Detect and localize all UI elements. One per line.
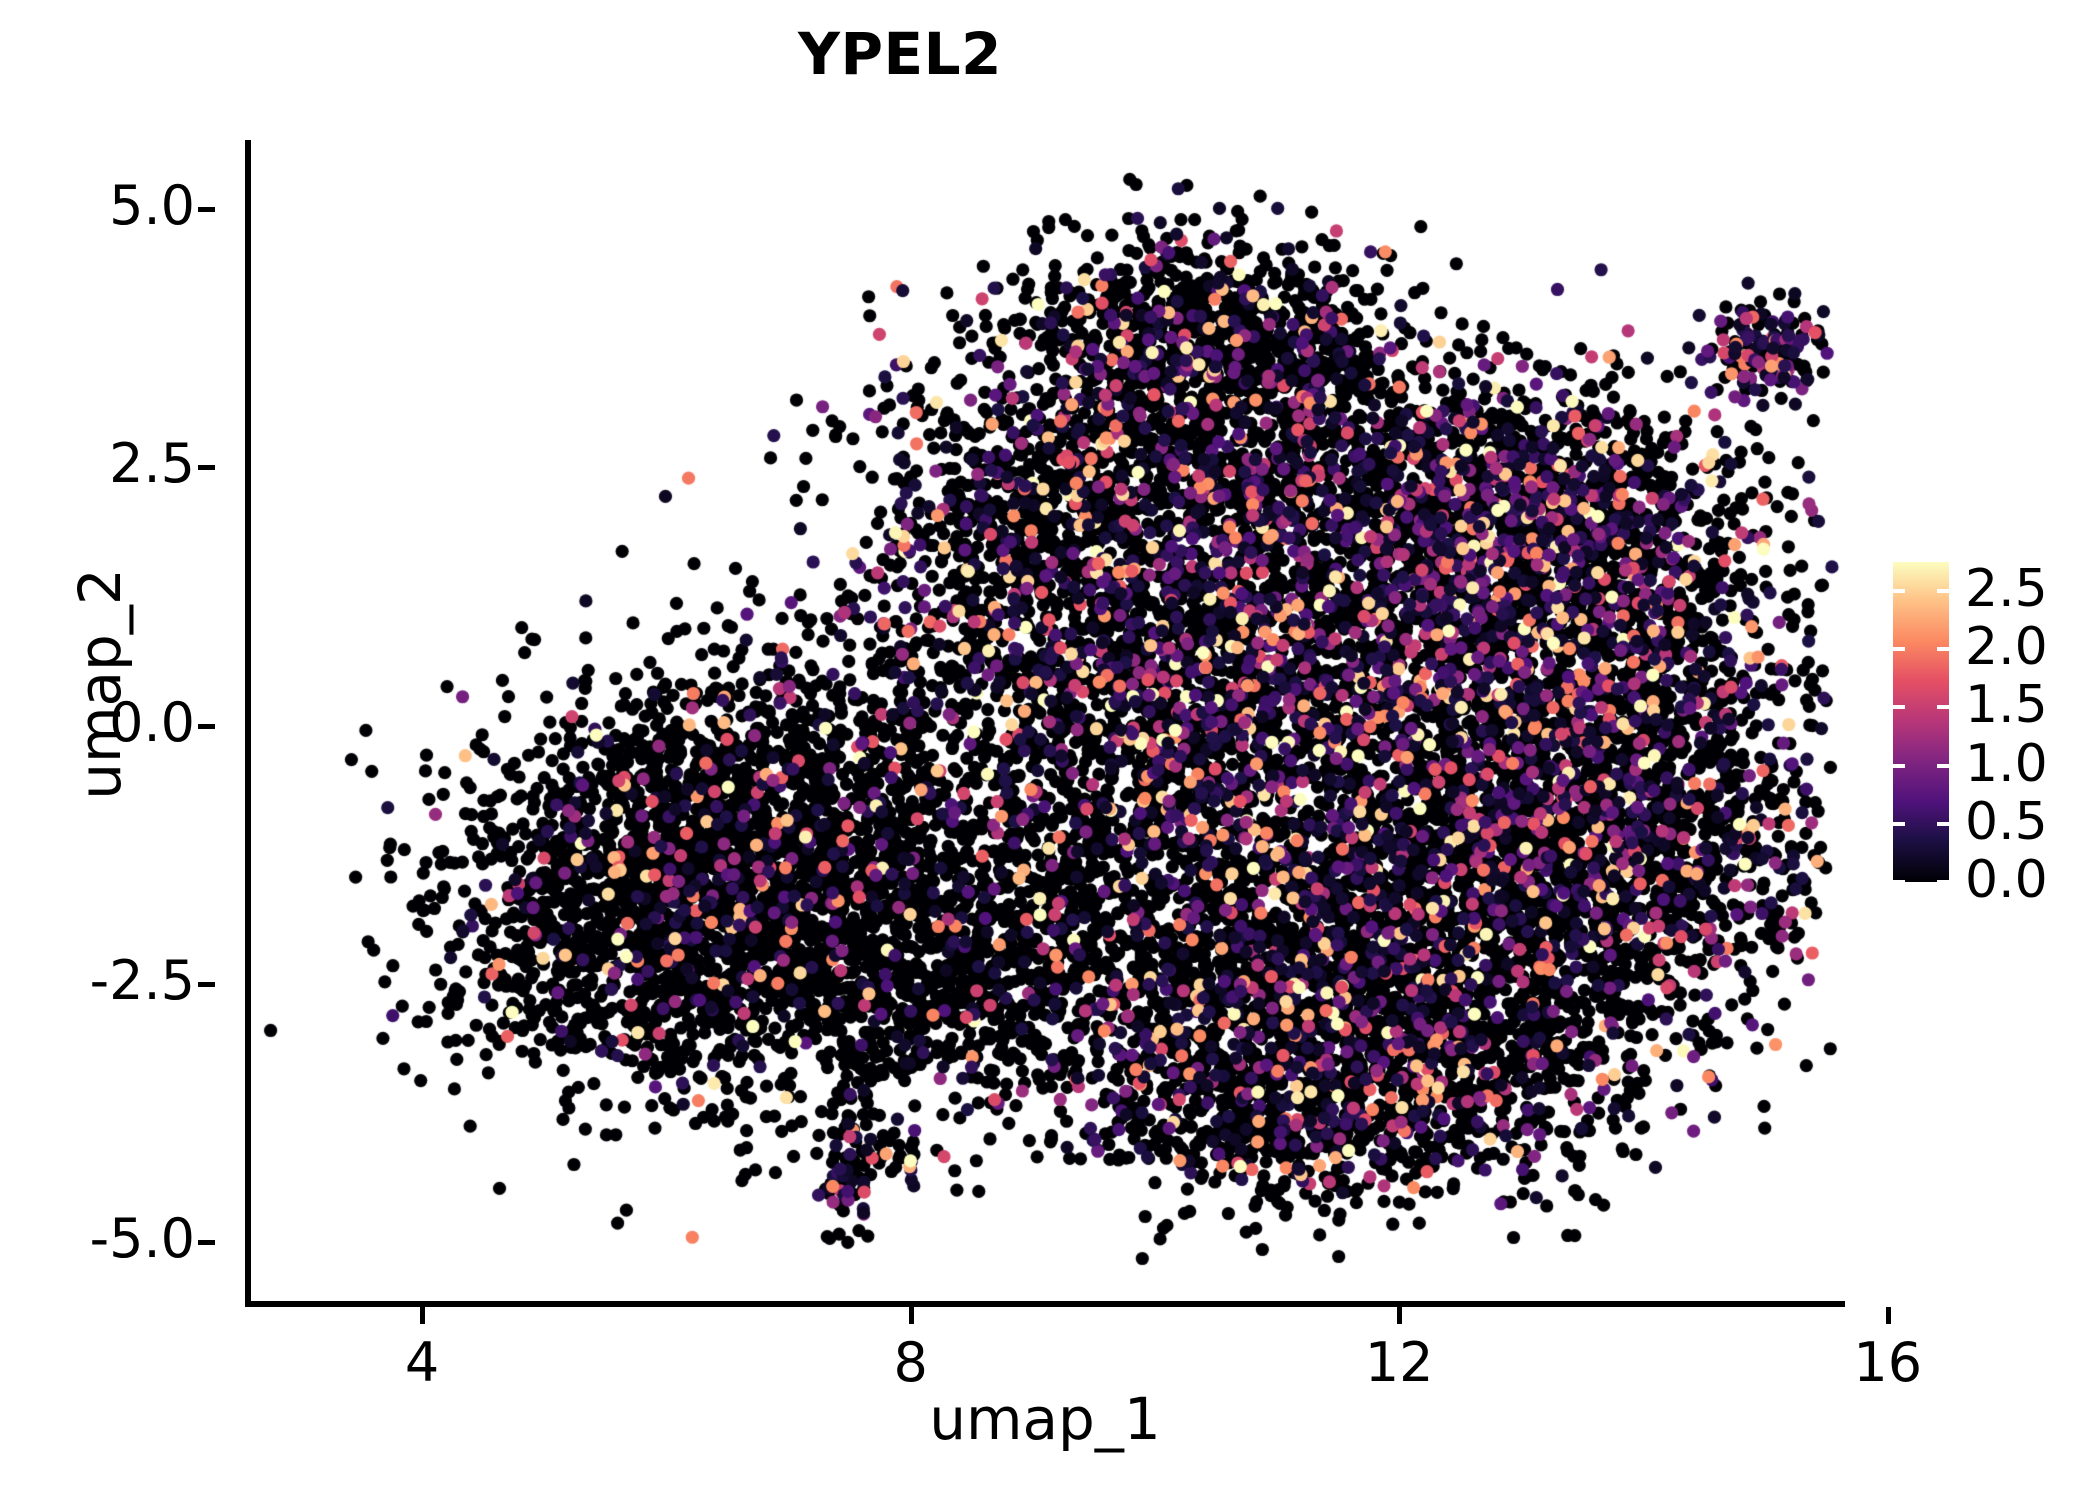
y-tick-label: -2.5 bbox=[89, 948, 195, 1012]
colorbar-tick-label: 0.0 bbox=[1965, 850, 2048, 910]
x-tick-mark bbox=[420, 1307, 426, 1324]
colorbar-tick-label: 2.0 bbox=[1965, 617, 2048, 678]
colorbar-tick-label: 0.5 bbox=[1965, 791, 2048, 852]
x-tick-mark bbox=[1885, 1307, 1891, 1324]
colorbar-tick-mark bbox=[1937, 705, 1949, 710]
y-tick-mark bbox=[198, 207, 215, 213]
y-tick-mark bbox=[198, 723, 215, 729]
colorbar-tick-mark bbox=[1893, 763, 1905, 768]
colorbar-tick-label: 1.5 bbox=[1965, 675, 2048, 736]
y-tick-label: 2.5 bbox=[109, 432, 195, 496]
colorbar-tick-label: 1.0 bbox=[1965, 733, 2048, 794]
plot-axes: 5.0 2.5 0.0 -2.5 -5.0 4 8 12 16 bbox=[90, 140, 1922, 1394]
page-title: YPEL2 bbox=[798, 20, 1002, 88]
x-tick-label: 12 bbox=[1364, 1331, 1434, 1394]
x-tick-label: 16 bbox=[1853, 1331, 1923, 1394]
scatter-plot-points bbox=[245, 140, 1845, 1307]
y-tick-mark bbox=[198, 465, 215, 471]
colorbar-gradient bbox=[1893, 562, 1949, 882]
x-axis-spine bbox=[245, 1301, 1845, 1307]
colorbar-tick-mark bbox=[1937, 880, 1949, 884]
y-tick-mark bbox=[198, 981, 215, 987]
x-tick-label: 8 bbox=[893, 1331, 928, 1394]
colorbar-tick-mark bbox=[1937, 647, 1949, 652]
colorbar-tick-mark bbox=[1937, 763, 1949, 768]
y-tick-label: 5.0 bbox=[109, 174, 195, 238]
colorbar-tick-mark bbox=[1893, 821, 1905, 826]
colorbar-tick-mark bbox=[1893, 705, 1905, 710]
colorbar-tick-mark bbox=[1893, 647, 1905, 652]
y-tick-label: -5.0 bbox=[89, 1206, 195, 1270]
colorbar: 2.5 2.0 1.5 1.0 0.5 0.0 bbox=[1893, 559, 2048, 910]
colorbar-tick-mark bbox=[1893, 589, 1905, 594]
x-tick-mark bbox=[908, 1307, 914, 1324]
y-axis-spine bbox=[245, 140, 251, 1307]
colorbar-tick-label: 2.5 bbox=[1965, 559, 2048, 620]
x-tick-label: 4 bbox=[404, 1331, 440, 1394]
colorbar-tick-mark bbox=[1937, 821, 1949, 826]
y-tick-label: 0.0 bbox=[109, 690, 195, 754]
y-tick-mark bbox=[198, 1239, 215, 1245]
y-axis-label: umap_2 bbox=[66, 568, 134, 800]
x-tick-mark bbox=[1397, 1307, 1403, 1324]
colorbar-tick-mark bbox=[1937, 589, 1949, 594]
x-axis-label: umap_1 bbox=[929, 1385, 1161, 1453]
colorbar-tick-mark bbox=[1893, 880, 1905, 884]
